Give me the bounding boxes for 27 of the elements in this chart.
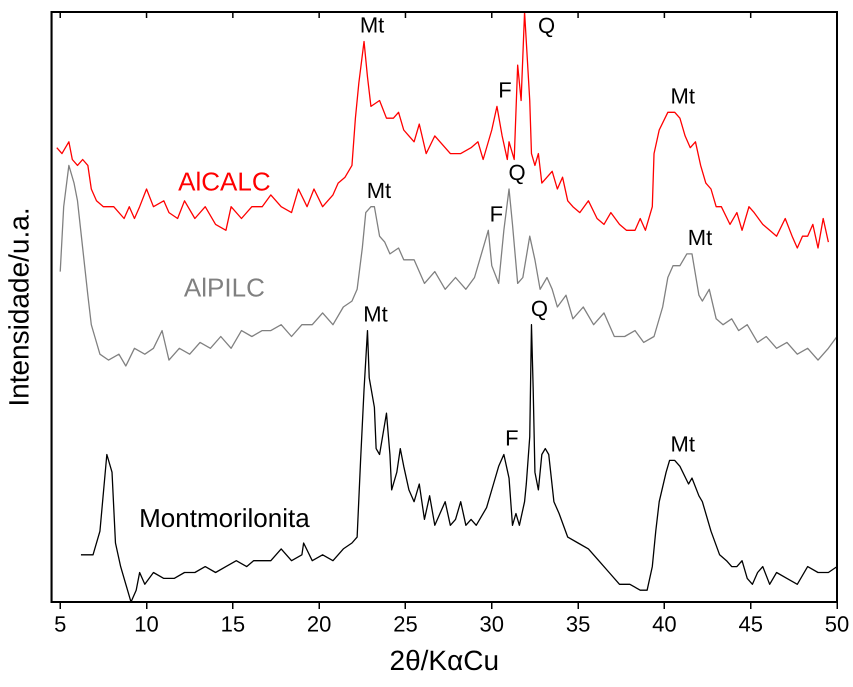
x-tick-label: 40 xyxy=(652,611,677,636)
annotation: Mt xyxy=(366,178,392,203)
x-axis-title: 2θ/KαCu xyxy=(390,644,500,676)
series-label: AlCALC xyxy=(178,166,271,196)
annotation: Q xyxy=(530,296,548,321)
x-tick-label: 20 xyxy=(306,611,332,636)
x-tick-label: 15 xyxy=(220,611,246,636)
annotation: Mt xyxy=(688,224,712,250)
y-axis-title: Intensidade/u.a. xyxy=(4,207,35,407)
annotation: F xyxy=(498,77,512,102)
annotation: Q xyxy=(508,160,526,186)
annotation: F xyxy=(490,201,504,226)
x-tick-label: 50 xyxy=(824,611,850,636)
annotation: Mt xyxy=(670,83,695,108)
annotation: Mt xyxy=(360,12,384,38)
annotation: F xyxy=(505,426,519,451)
series-label: AlPILC xyxy=(184,272,265,303)
x-tick-label: 5 xyxy=(54,611,66,636)
x-tick-label: 35 xyxy=(566,611,590,636)
annotation: Mt xyxy=(670,431,695,456)
x-tick-label: 25 xyxy=(393,611,418,636)
series-label: Montmorilonita xyxy=(139,502,310,533)
x-tick-label: 10 xyxy=(134,611,159,636)
annotation: Mt xyxy=(363,302,388,327)
x-tick-label: 30 xyxy=(480,611,504,636)
annotation: Q xyxy=(538,13,556,38)
x-tick-label: 45 xyxy=(738,611,763,636)
